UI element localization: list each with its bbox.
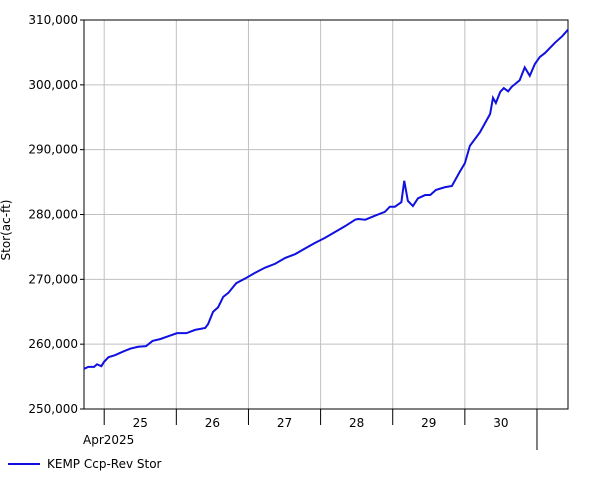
y-tick-label: 310,000 [28, 13, 78, 27]
x-tick-label: 25 [133, 416, 148, 430]
x-tick-label: 27 [277, 416, 292, 430]
plot-frame [83, 19, 569, 410]
y-tick-label: 270,000 [28, 272, 78, 286]
y-tick-label: 250,000 [28, 402, 78, 416]
y-tick-label: 290,000 [28, 143, 78, 157]
x-tick-label: 29 [421, 416, 436, 430]
data-line [83, 29, 569, 370]
legend-label: KEMP Ccp-Rev Stor [47, 457, 162, 471]
x-sublabel: Apr2025 [83, 433, 134, 447]
y-tick-label: 300,000 [28, 78, 78, 92]
y-tick-label: 280,000 [28, 208, 78, 222]
x-tick-label: 26 [205, 416, 220, 430]
x-tick-label: 30 [493, 416, 508, 430]
y-tick-label: 260,000 [28, 337, 78, 351]
x-tick-label: 28 [349, 416, 364, 430]
y-axis-label: Stor(ac-ft) [0, 200, 13, 261]
